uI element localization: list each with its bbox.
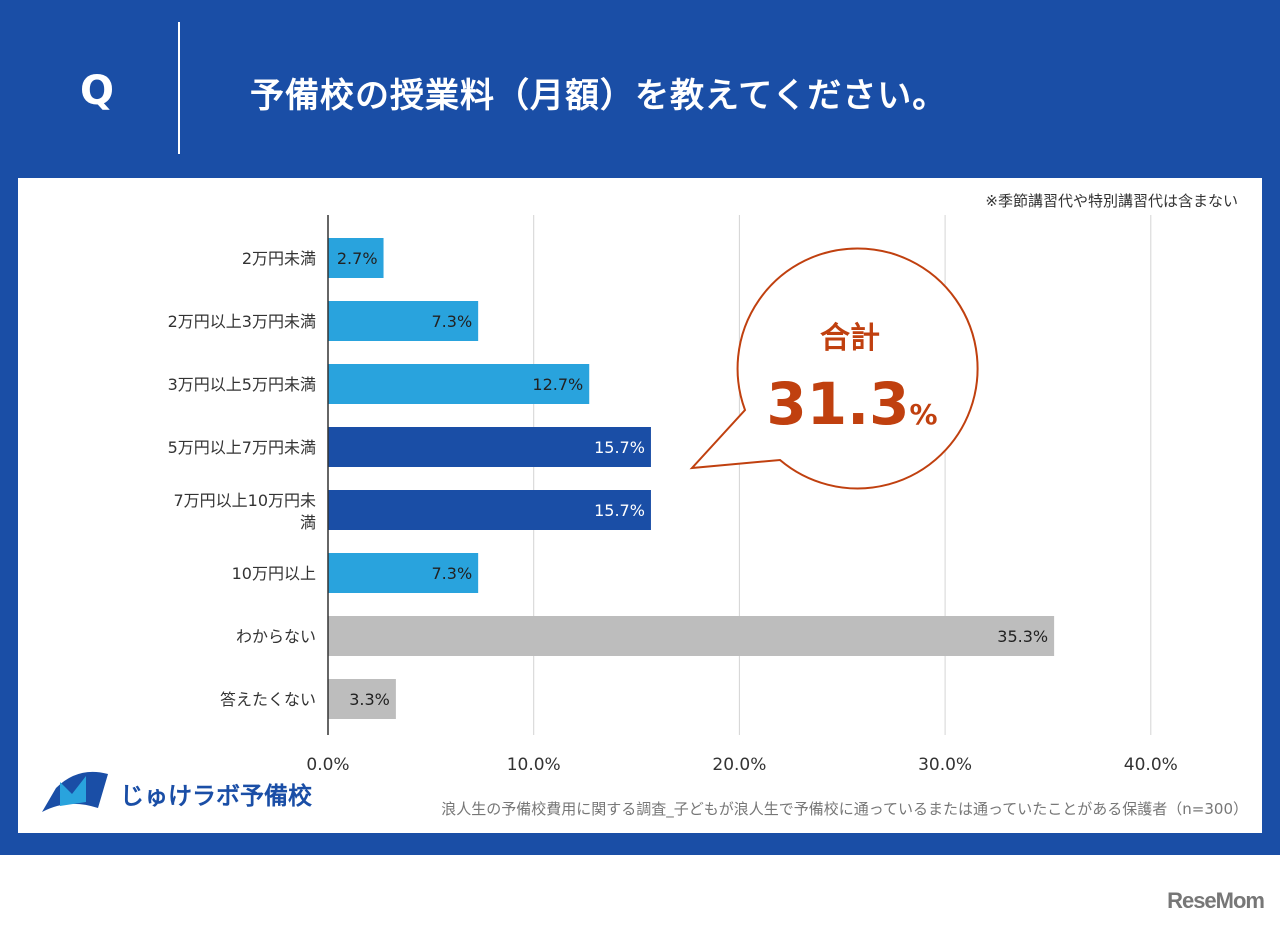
source-note: 浪人生の予備校費用に関する調査_子どもが浪人生で予備校に通っているまたは通ってい… [441,800,1248,818]
data-label: 15.7% [594,438,645,457]
data-label: 2.7% [337,249,378,268]
page-title: 予備校の授業料（月額）を教えてください。 [250,76,948,116]
bar [328,238,384,278]
x-tick-label: 40.0% [1124,755,1178,775]
chart-note: ※季節講習代や特別講習代は含まない [985,192,1238,210]
category-label: 2万円未満 [242,249,316,268]
data-label: 3.3% [349,690,390,709]
x-tick-label: 0.0% [306,755,349,775]
category-label: 2万円以上3万円未満 [168,312,316,331]
logo: じゅけラボ予備校 [38,768,312,818]
bar [328,301,479,341]
category-label: 満 [300,513,316,532]
category-label: わからない [236,627,316,646]
callout-label: 合計 [820,321,880,356]
bar [328,553,479,593]
data-label: 7.3% [432,312,473,331]
data-label: 35.3% [997,627,1048,646]
category-label: 7万円以上10万円未 [173,491,316,510]
callout-value: 31.3% [766,370,937,438]
x-tick-label: 20.0% [712,755,766,775]
category-label: 10万円以上 [232,564,316,583]
x-tick-label: 30.0% [918,755,972,775]
bar [328,679,396,719]
watermark: ReseMom [1167,888,1265,913]
data-label: 15.7% [594,501,645,520]
book-logo-icon [42,771,108,812]
data-label: 12.7% [532,375,583,394]
bar [328,490,651,530]
category-label: 3万円以上5万円未満 [168,375,316,394]
data-label: 7.3% [432,564,473,583]
category-label: 5万円以上7万円未満 [168,438,316,457]
logo-text: じゅけラボ予備校 [120,781,312,810]
divider [178,22,180,154]
question-label: Q [80,68,115,114]
bar [328,364,590,404]
speech-bubble [689,247,979,490]
bar [328,427,651,467]
bar [328,616,1055,656]
category-label: 答えたくない [220,690,316,709]
x-tick-label: 10.0% [507,755,561,775]
